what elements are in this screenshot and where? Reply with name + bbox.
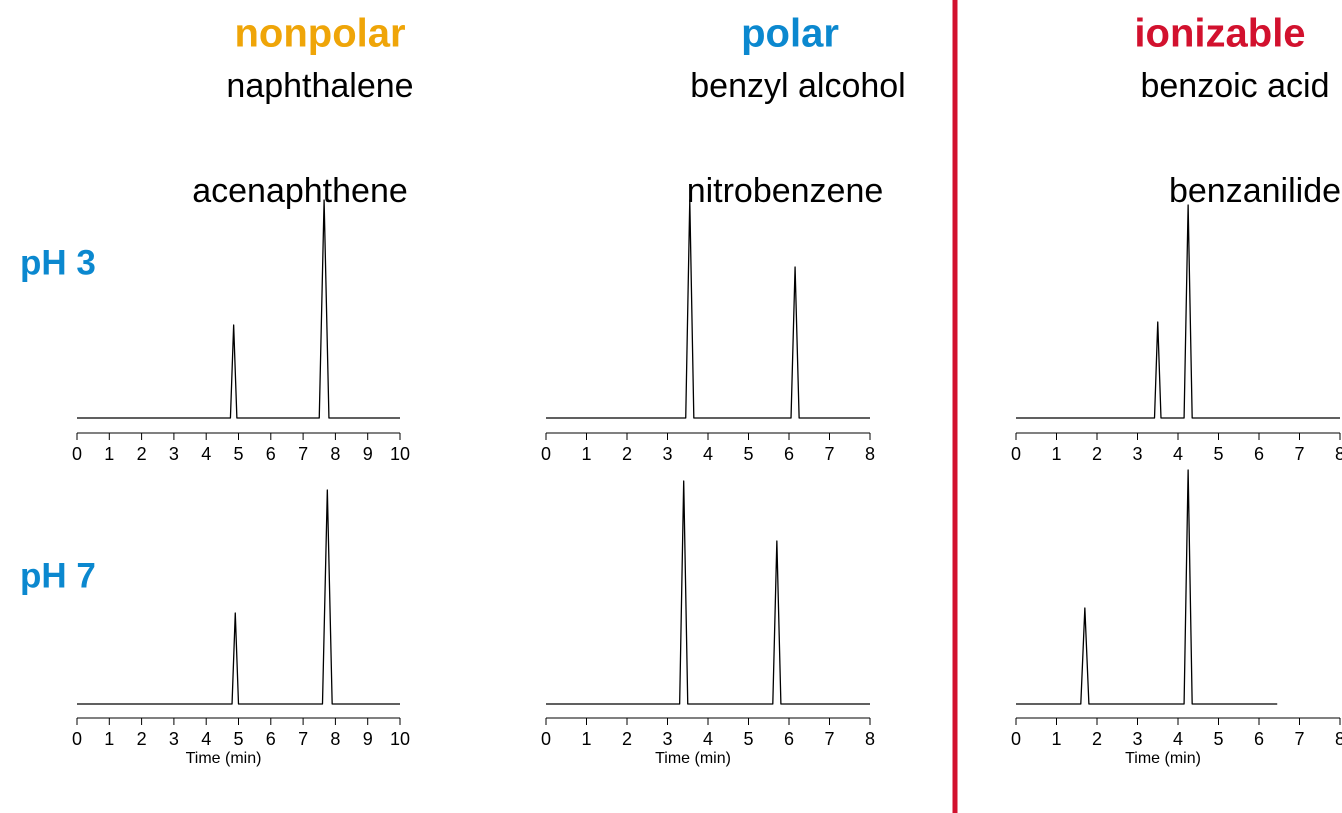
x-tick-label: 1 [1051, 444, 1061, 464]
compound-label: acenaphthene [192, 172, 408, 210]
x-tick-label: 6 [266, 729, 276, 749]
x-tick-label: 3 [662, 444, 672, 464]
x-tick-label: 2 [622, 729, 632, 749]
x-tick-label: 0 [1011, 729, 1021, 749]
compound-label: nitrobenzene [687, 172, 884, 210]
x-tick-label: 0 [541, 444, 551, 464]
chromatogram-trace [77, 489, 400, 705]
group-label: polar [741, 12, 839, 56]
x-tick-label: 6 [1254, 444, 1264, 464]
x-tick-label: 7 [1294, 729, 1304, 749]
x-tick-label: 8 [865, 444, 875, 464]
x-tick-label: 8 [865, 729, 875, 749]
x-tick-label: 5 [1213, 444, 1223, 464]
x-tick-label: 6 [1254, 729, 1264, 749]
x-tick-label: 5 [743, 729, 753, 749]
x-tick-label: 10 [390, 729, 410, 749]
chromatogram-trace [1016, 204, 1340, 419]
x-tick-label: 0 [72, 444, 82, 464]
x-tick-label: 2 [622, 444, 632, 464]
x-tick-label: 8 [1335, 729, 1342, 749]
x-tick-label: 5 [743, 444, 753, 464]
x-tick-label: 4 [1173, 729, 1183, 749]
x-tick-label: 5 [1213, 729, 1223, 749]
x-tick-label: 0 [541, 729, 551, 749]
x-tick-label: 1 [581, 444, 591, 464]
x-tick-label: 3 [169, 444, 179, 464]
x-tick-label: 6 [266, 444, 276, 464]
row-label: pH 7 [20, 556, 96, 595]
x-tick-label: 3 [1132, 729, 1142, 749]
row-label: pH 3 [20, 243, 96, 282]
x-tick-label: 4 [703, 444, 713, 464]
compound-label: benzanilide [1169, 172, 1341, 210]
group-label: ionizable [1134, 12, 1305, 56]
x-tick-label: 2 [137, 729, 147, 749]
x-axis-label: Time (min) [186, 750, 262, 767]
x-tick-label: 2 [1092, 444, 1102, 464]
group-label: nonpolar [234, 12, 405, 56]
x-tick-label: 7 [824, 729, 834, 749]
x-tick-label: 0 [72, 729, 82, 749]
x-tick-label: 3 [1132, 444, 1142, 464]
compound-label: naphthalene [226, 67, 413, 105]
x-tick-label: 4 [703, 729, 713, 749]
chromatogram-trace [546, 480, 870, 705]
x-tick-label: 10 [390, 444, 410, 464]
x-tick-label: 5 [233, 444, 243, 464]
x-tick-label: 8 [1335, 444, 1342, 464]
x-tick-label: 5 [233, 729, 243, 749]
x-tick-label: 2 [137, 444, 147, 464]
x-tick-label: 8 [330, 729, 340, 749]
x-tick-label: 3 [169, 729, 179, 749]
x-tick-label: 4 [201, 444, 211, 464]
x-tick-label: 7 [298, 729, 308, 749]
chromatogram-trace [77, 199, 400, 419]
x-tick-label: 9 [363, 729, 373, 749]
chromatogram-trace [546, 199, 870, 419]
chromatogram-trace [1016, 469, 1278, 705]
x-tick-label: 3 [662, 729, 672, 749]
x-tick-label: 0 [1011, 444, 1021, 464]
x-tick-label: 4 [201, 729, 211, 749]
compound-label: benzyl alcohol [690, 67, 905, 105]
x-tick-label: 7 [824, 444, 834, 464]
x-tick-label: 1 [104, 444, 114, 464]
x-tick-label: 1 [104, 729, 114, 749]
x-tick-label: 1 [1051, 729, 1061, 749]
x-tick-label: 1 [581, 729, 591, 749]
x-tick-label: 6 [784, 729, 794, 749]
x-tick-label: 4 [1173, 444, 1183, 464]
compound-label: benzoic acid [1140, 67, 1329, 105]
x-tick-label: 6 [784, 444, 794, 464]
x-axis-label: Time (min) [1125, 750, 1201, 767]
x-tick-label: 7 [298, 444, 308, 464]
x-tick-label: 8 [330, 444, 340, 464]
x-tick-label: 2 [1092, 729, 1102, 749]
x-tick-label: 9 [363, 444, 373, 464]
x-tick-label: 7 [1294, 444, 1304, 464]
x-axis-label: Time (min) [655, 750, 731, 767]
